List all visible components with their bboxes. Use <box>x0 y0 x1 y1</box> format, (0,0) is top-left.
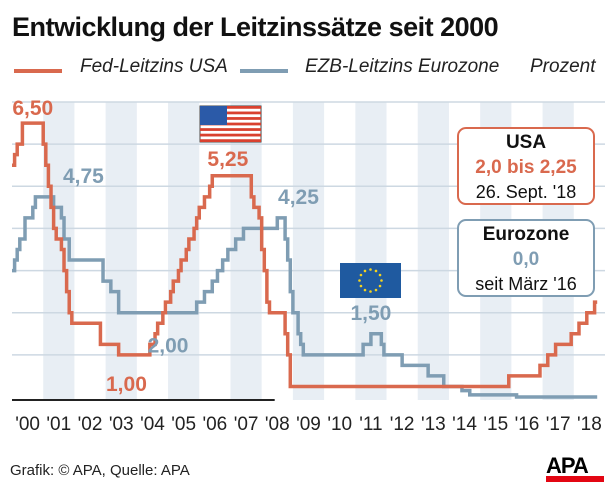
x-tick-label: '04 <box>140 414 165 435</box>
x-tick-label: '02 <box>78 414 103 435</box>
data-label: 4,75 <box>63 165 104 188</box>
year-stripe <box>292 102 325 400</box>
legend-swatch-fed <box>14 69 62 73</box>
info-box-usa-title: USA <box>505 132 547 153</box>
x-tick-label: '13 <box>421 414 446 435</box>
apa-logo-text: APA <box>546 453 589 478</box>
x-tick-label: '05 <box>171 414 196 435</box>
x-tick-label: '03 <box>109 414 134 435</box>
legend-label-fed: Fed-Leitzins USA <box>80 56 228 77</box>
data-label: 5,25 <box>207 148 248 171</box>
data-label: 1,50 <box>350 302 391 325</box>
footer-credit: Grafik: © APA, Quelle: APA <box>10 462 190 479</box>
info-box-usa-date: 26. Sept. '18 <box>475 182 577 202</box>
legend-swatch-ezb <box>240 69 288 73</box>
x-tick-label: '09 <box>296 414 321 435</box>
x-tick-label: '16 <box>515 414 540 435</box>
apa-logo-bar <box>546 476 604 482</box>
info-box-usa-value: 2,0 bis 2,25 <box>475 157 577 178</box>
info-box-eurozone-value: 0,0 <box>512 249 540 270</box>
legend-label-ezb: EZB-Leitzins Eurozone <box>305 56 500 77</box>
x-tick-label: '12 <box>390 414 415 435</box>
year-stripe <box>417 102 449 400</box>
info-box-eurozone-date: seit März '16 <box>475 274 577 294</box>
data-label: 4,25 <box>278 186 319 209</box>
x-tick-label: '06 <box>202 414 227 435</box>
x-tick-label: '14 <box>452 414 477 435</box>
x-tick-label: '18 <box>577 414 602 435</box>
year-stripe <box>105 102 137 400</box>
x-tick-label: '17 <box>546 414 571 435</box>
chart-title: Entwicklung der Leitzinssätze seit 2000 <box>12 12 499 42</box>
unit-label: Prozent <box>530 56 596 77</box>
us-flag-icon <box>199 105 262 143</box>
x-tick-label: '15 <box>483 414 508 435</box>
x-tick-label: '00 <box>15 414 40 435</box>
info-box-eurozone-title: Eurozone <box>482 224 570 245</box>
apa-logo: APA <box>546 453 604 482</box>
series-line-fed <box>12 121 598 389</box>
series-line-ezb <box>12 195 598 399</box>
eu-flag-icon <box>340 263 401 298</box>
year-stripe <box>355 102 387 400</box>
info-box-usa: USA 2,0 bis 2,25 26. Sept. '18 <box>457 127 595 205</box>
x-tick-label: '01 <box>46 414 71 435</box>
x-tick-label: '11 <box>359 414 382 435</box>
data-label: 2,00 <box>148 335 189 358</box>
info-box-eurozone: Eurozone 0,0 seit März '16 <box>457 219 595 297</box>
year-stripe <box>168 102 200 400</box>
data-label: 1,00 <box>106 373 147 396</box>
x-tick-label: '08 <box>265 414 290 435</box>
x-tick-label: '07 <box>234 414 259 435</box>
data-label: 6,50 <box>12 97 53 120</box>
x-tick-label: '10 <box>327 414 352 435</box>
